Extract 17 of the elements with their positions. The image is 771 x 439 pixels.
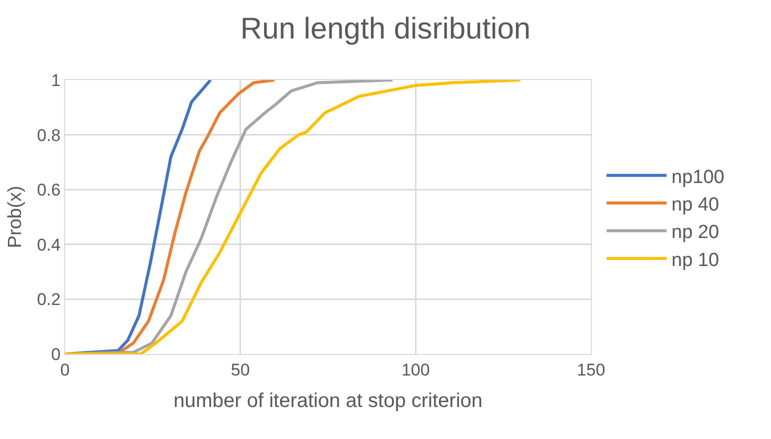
y-tick-label: 0.8 [36, 126, 61, 145]
line-series [65, 80, 522, 354]
y-tick-label: 0.6 [36, 180, 61, 200]
legend-label: np 20 [672, 222, 720, 244]
y-tick-label: 0 [51, 344, 61, 364]
legend-label: np 10 [672, 250, 720, 271]
y-tick-label: 1 [51, 70, 61, 90]
chart-title: Run length disribution [240, 12, 531, 46]
x-tick-label: 50 [230, 360, 250, 380]
y-tick-label: 0.2 [36, 290, 61, 310]
x-axis-title: number of iteration at stop criterion [173, 390, 483, 412]
y-axis-title: Prob(x) [4, 186, 26, 248]
y-tick-label: 0.4 [36, 235, 61, 254]
legend-label: np100 [672, 166, 724, 188]
x-tick-label: 150 [576, 360, 606, 380]
x-tick-label: 100 [401, 360, 430, 380]
legend-label: np 40 [672, 194, 720, 216]
